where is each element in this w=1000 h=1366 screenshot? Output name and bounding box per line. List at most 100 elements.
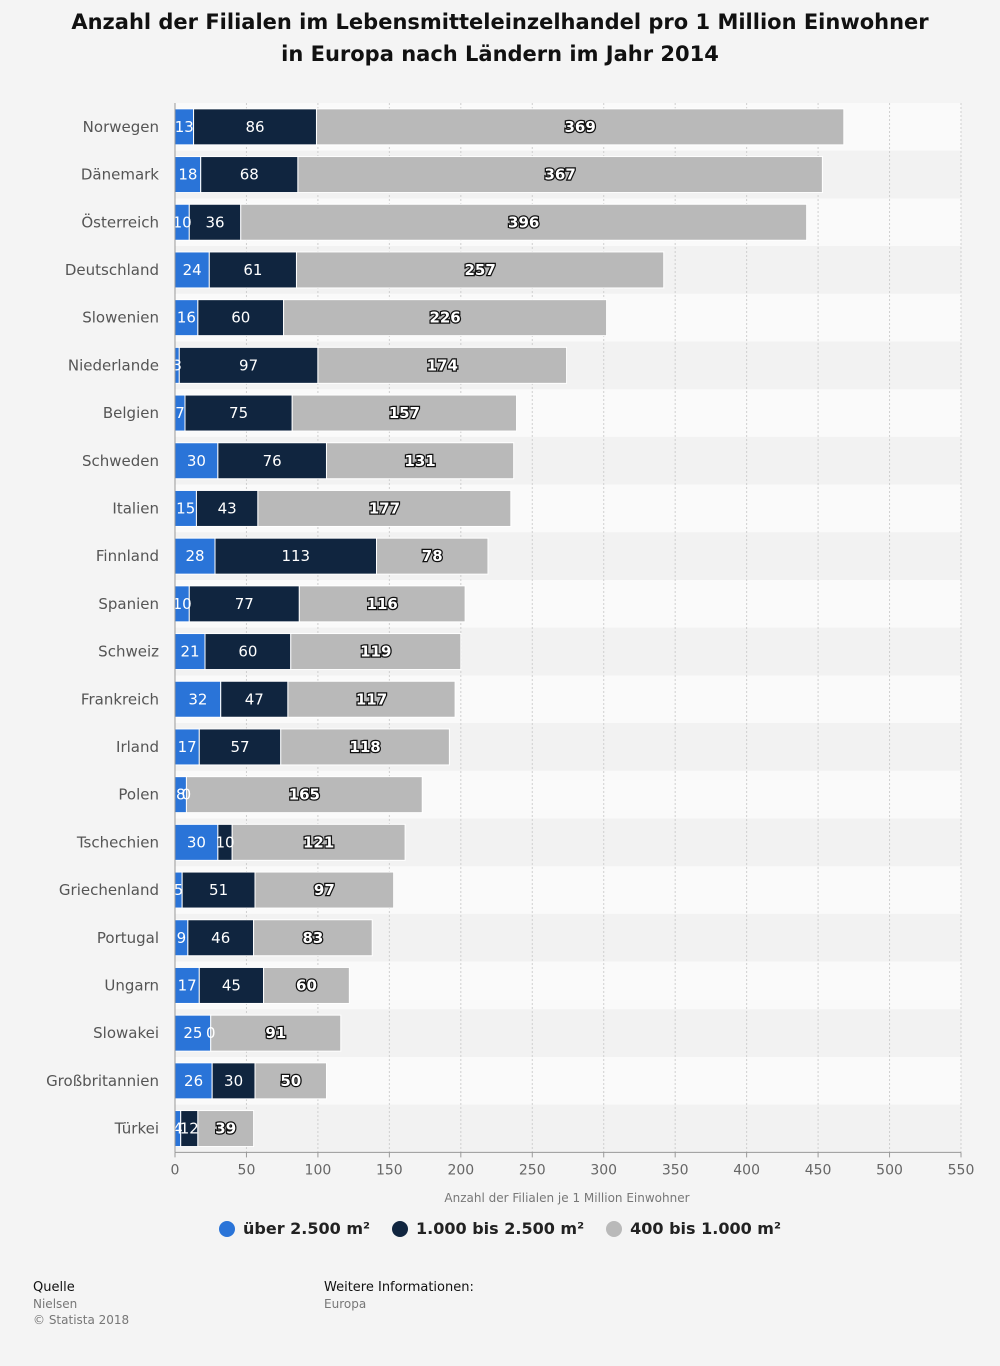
- bar-segment[interactable]: [198, 728, 282, 766]
- copyright[interactable]: © Statista 2018: [33, 1313, 130, 1327]
- data-label: 257: [464, 261, 495, 279]
- bar-segment[interactable]: [174, 1014, 212, 1052]
- legend-item-400-1000[interactable]: 400 bis 1.000 m²: [606, 1219, 781, 1238]
- bar-segment[interactable]: [174, 442, 219, 480]
- bar-segment[interactable]: [193, 108, 317, 146]
- source-name[interactable]: Nielsen: [33, 1297, 78, 1311]
- y-tick-label: Spanien: [98, 595, 159, 613]
- row-band: [175, 1104, 961, 1153]
- bar-segment[interactable]: [198, 966, 265, 1004]
- data-label: 28: [185, 547, 204, 565]
- bar-segment[interactable]: [185, 776, 423, 814]
- bar-segment[interactable]: [317, 346, 568, 384]
- bar-segment[interactable]: [188, 203, 242, 241]
- data-label: 97: [314, 881, 335, 899]
- bar-segment[interactable]: [184, 394, 293, 432]
- bar-segment[interactable]: [297, 156, 823, 194]
- bar-segment[interactable]: [257, 489, 512, 527]
- data-label: 367: [544, 166, 575, 184]
- data-label: 17: [178, 976, 197, 994]
- data-label: 226: [429, 309, 460, 327]
- bar-segment[interactable]: [178, 346, 319, 384]
- data-label: 7: [175, 404, 185, 422]
- data-label: 50: [280, 1072, 301, 1090]
- y-tick-label: Belgien: [103, 404, 159, 422]
- x-tick-label: 300: [590, 1162, 617, 1178]
- y-tick-label: Italien: [112, 499, 159, 517]
- info-heading: Weitere Informationen:: [324, 1280, 474, 1295]
- bar-segment[interactable]: [253, 919, 373, 957]
- bar-segment[interactable]: [295, 251, 665, 289]
- y-tick-label: Griechenland: [59, 881, 159, 899]
- bar-segment[interactable]: [254, 1062, 327, 1100]
- bar-segment[interactable]: [197, 299, 285, 337]
- bar-segment[interactable]: [211, 1062, 256, 1100]
- data-label: 177: [369, 499, 400, 517]
- data-label: 46: [211, 929, 230, 947]
- bar-segment[interactable]: [174, 633, 206, 671]
- x-axis-label: Anzahl der Filialen je 1 Million Einwohn…: [444, 1191, 689, 1205]
- bar-segment[interactable]: [291, 394, 518, 432]
- bar-segment[interactable]: [174, 728, 200, 766]
- y-tick-label: Schweden: [82, 452, 159, 470]
- bar-segment[interactable]: [188, 585, 300, 623]
- bar-segment[interactable]: [315, 108, 845, 146]
- bar-segment[interactable]: [187, 919, 255, 957]
- data-label: 24: [183, 261, 202, 279]
- bar-segment[interactable]: [263, 966, 350, 1004]
- data-label: 36: [205, 213, 224, 231]
- bar-segment[interactable]: [240, 203, 808, 241]
- data-label: 17: [178, 738, 197, 756]
- bar-segment[interactable]: [298, 585, 466, 623]
- bar-segment[interactable]: [254, 871, 395, 909]
- bar-segment[interactable]: [210, 1014, 342, 1052]
- legend-dot-icon: [606, 1220, 623, 1237]
- bar-segment[interactable]: [376, 537, 489, 575]
- data-label: 396: [508, 213, 539, 231]
- info-value: Europa: [324, 1297, 367, 1311]
- y-tick-label: Großbritannien: [46, 1072, 159, 1090]
- data-label: 97: [239, 356, 258, 374]
- data-label: 25: [183, 1024, 202, 1042]
- data-label: 117: [356, 690, 387, 708]
- x-tick-label: 100: [305, 1162, 332, 1178]
- data-label: 13: [175, 118, 194, 136]
- bar-segment[interactable]: [208, 251, 297, 289]
- data-label: 75: [229, 404, 248, 422]
- bar-segment[interactable]: [195, 489, 259, 527]
- bar-segment[interactable]: [174, 680, 222, 718]
- bar-segment[interactable]: [217, 442, 327, 480]
- bar-segment[interactable]: [231, 823, 406, 861]
- data-label: 0: [182, 786, 192, 804]
- data-label: 131: [404, 452, 435, 470]
- data-label: 43: [218, 499, 237, 517]
- y-tick-label: Ungarn: [104, 976, 159, 994]
- data-label: 10: [215, 833, 234, 851]
- data-label: 16: [177, 309, 196, 327]
- data-label: 0: [206, 1024, 216, 1042]
- data-label: 174: [427, 356, 458, 374]
- legend-item-ueber-2500[interactable]: über 2.500 m²: [219, 1219, 370, 1238]
- bar-segment[interactable]: [204, 633, 292, 671]
- data-label: 78: [422, 547, 443, 565]
- bar-segment[interactable]: [181, 871, 256, 909]
- chart-title-line-1: Anzahl der Filialen im Lebensmitteleinze…: [71, 10, 929, 34]
- bar-segment[interactable]: [325, 442, 515, 480]
- bar-segment[interactable]: [200, 156, 299, 194]
- legend-label: 1.000 bis 2.500 m²: [416, 1219, 585, 1238]
- data-label: 86: [245, 118, 264, 136]
- legend-item-1000-2500[interactable]: 1.000 bis 2.500 m²: [392, 1219, 584, 1238]
- bar-segment[interactable]: [287, 680, 456, 718]
- y-tick-label: Deutschland: [65, 261, 159, 279]
- bar-segment[interactable]: [290, 633, 462, 671]
- bar-segment[interactable]: [214, 537, 378, 575]
- legend-label: über 2.500 m²: [243, 1219, 371, 1238]
- y-tick-label: Tschechien: [76, 833, 159, 851]
- legend: über 2.500 m² 1.000 bis 2.500 m² 400 bis…: [0, 1219, 1000, 1238]
- bar-segment[interactable]: [174, 966, 200, 1004]
- data-label: 12: [180, 1120, 199, 1138]
- bar-segment[interactable]: [197, 1110, 255, 1148]
- bar-segment[interactable]: [280, 728, 450, 766]
- bar-segment[interactable]: [283, 299, 608, 337]
- y-tick-label: Österreich: [81, 212, 159, 231]
